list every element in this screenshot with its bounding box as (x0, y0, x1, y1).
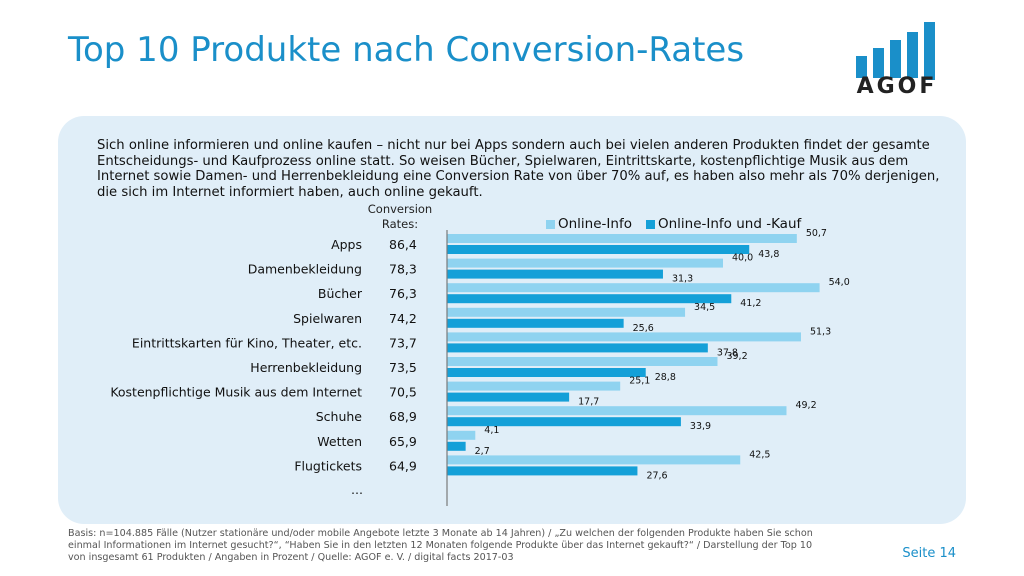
bar-online-info (447, 332, 801, 342)
data-label: 2,7 (475, 446, 490, 457)
intro-text: Sich online informieren und online kaufe… (97, 138, 940, 200)
category-label: Kostenpflichtige Musik aus dem Internet (110, 385, 362, 400)
chart-legend: Online-Info Online-Info und -Kauf (546, 216, 815, 232)
logo-bar-icon (856, 56, 867, 78)
data-label: 25,6 (633, 323, 654, 334)
logo-bar-icon (890, 40, 901, 78)
category-label: Wetten (317, 434, 362, 449)
footer-source: Basis: n=104.885 Fälle (Nutzer stationär… (68, 528, 813, 563)
logo-bar-icon (924, 22, 935, 80)
more-categories-ellipsis: … (351, 483, 363, 497)
conversion-rate-value: 73,5 (389, 360, 417, 375)
legend-label: Online-Info und -Kauf (657, 216, 802, 232)
conversion-rate-value: 73,7 (389, 335, 417, 350)
conversion-rate-value: 70,5 (389, 385, 417, 400)
legend-item-online-kauf: Online-Info und -Kauf (645, 216, 802, 232)
bar-online-kauf (447, 466, 638, 476)
category-label: Apps (331, 237, 362, 252)
conversion-rate-value: 76,3 (389, 286, 417, 301)
page-number: Seite 14 (902, 546, 956, 561)
bar-online-kauf (447, 392, 570, 402)
data-label: 39,2 (726, 351, 747, 362)
bar-online-kauf (447, 269, 663, 279)
conversion-rate-value: 65,9 (389, 434, 417, 449)
agof-logo: AGOF (852, 18, 942, 100)
data-label: 31,3 (672, 274, 693, 285)
legend-item-online-info: Online-Info (546, 216, 632, 232)
data-label: 33,9 (690, 421, 711, 432)
data-label: 17,7 (578, 397, 599, 408)
conversion-rate-value: 78,3 (389, 262, 417, 277)
bar-online-info (447, 283, 820, 293)
bar-online-info (447, 258, 723, 268)
data-label: 40,0 (732, 253, 753, 264)
bar-online-kauf (447, 294, 732, 304)
bar-online-info (447, 381, 621, 391)
data-label: 41,2 (740, 298, 761, 309)
bar-online-kauf (447, 368, 646, 377)
legend-swatch-light (546, 219, 555, 229)
logo-bar-icon (873, 48, 884, 78)
bar-online-kauf (447, 441, 466, 451)
bar-online-info (447, 455, 741, 465)
conversion-rate-value: 68,9 (389, 409, 417, 424)
data-label: 37,8 (717, 347, 738, 358)
legend-swatch-dark (645, 219, 655, 229)
data-label: 42,5 (749, 449, 770, 460)
category-label: Flugtickets (294, 458, 362, 473)
logo-text: AGOF (856, 74, 938, 99)
bar-online-info (447, 234, 797, 243)
data-label: 27,6 (646, 470, 667, 481)
conversion-rate-value: 86,4 (389, 237, 417, 252)
conversion-rate-value: 64,9 (389, 458, 417, 473)
category-label: Eintrittskarten für Kino, Theater, etc. (132, 335, 362, 350)
bar-online-kauf (447, 318, 624, 328)
data-label: 43,8 (758, 249, 779, 260)
page-title: Top 10 Produkte nach Conversion-Rates (68, 30, 745, 70)
data-label: 4,1 (484, 425, 499, 436)
category-label: Damenbekleidung (248, 262, 362, 277)
category-label: Herrenbekleidung (250, 360, 362, 375)
bar-online-info (447, 406, 787, 416)
conversion-rates-header: Conversion Rates: (367, 202, 433, 231)
data-label: 54,0 (829, 277, 850, 288)
data-label: 34,5 (694, 302, 715, 313)
bar-online-kauf (447, 245, 750, 254)
category-label: Spielwaren (293, 311, 362, 326)
data-label: 49,2 (795, 400, 816, 411)
conversion-rate-value: 74,2 (389, 311, 417, 326)
legend-label: Online-Info (558, 216, 632, 232)
bar-online-info (447, 430, 476, 440)
data-label: 50,7 (806, 228, 827, 239)
data-label: 51,3 (810, 326, 831, 337)
bar-online-info (447, 307, 686, 317)
category-label: Schuhe (316, 409, 363, 424)
bar-online-kauf (447, 343, 708, 353)
data-label: 25,1 (629, 376, 650, 387)
bar-online-kauf (447, 417, 681, 427)
logo-bar-icon (907, 32, 918, 78)
category-label: Bücher (318, 286, 363, 301)
bar-online-info (447, 357, 718, 366)
data-label: 28,8 (655, 372, 676, 383)
